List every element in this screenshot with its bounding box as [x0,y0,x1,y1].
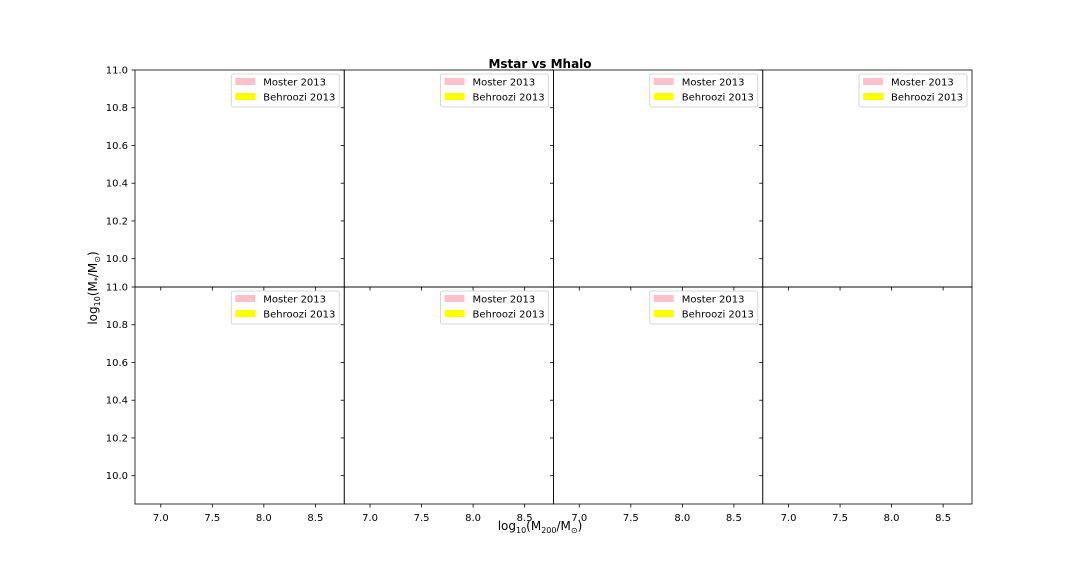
legend-swatch [653,295,674,302]
x-tick-label: 8.0 [884,513,900,524]
legend-frame [649,290,759,325]
legend-swatch [444,295,465,302]
x-tick-label: 7.5 [623,513,639,524]
legend-swatch [444,93,465,100]
legend-swatch [653,310,674,317]
legend-swatch [235,78,256,85]
y-tick-label: 10.4 [106,179,128,190]
panel-5: 7.0 7.5 8.0 8.5 10.0 10.2 10.4 10.6 10.8 11.0 Most… [106,283,345,524]
legend-swatch [653,93,674,100]
legend: Moster 2013 Behroozi 2013 [649,290,759,325]
panel-frame [762,286,973,505]
x-tick-label: 7.0 [571,513,587,524]
legend-label: Moster 2013 [682,78,745,89]
legend-swatch [653,78,674,85]
y-tick-label: 10.4 [106,396,128,407]
legend-label: Behroozi 2013 [473,310,545,321]
x-tick-label: 7.0 [781,513,797,524]
legend-swatch [235,295,256,302]
chart-title: Mstar vs Mhalo [488,57,591,71]
legend-swatch [235,93,256,100]
panel-3: Moster 2013 Behroozi 2013 [550,69,764,291]
panel-6: 7.0 7.5 8.0 8.5 Moster 2013 Behroozi 2013 [340,286,554,524]
x-tick-label: 8.0 [465,513,481,524]
legend-swatch [235,310,256,317]
legend: Moster 2013 Behroozi 2013 [649,73,759,108]
legend-swatch [444,310,465,317]
y-tick-label: 10.0 [106,254,128,265]
panel-4: Moster 2013 Behroozi 2013 [759,69,973,291]
y-tick-label: 10.6 [106,358,128,369]
x-tick-label: 7.0 [362,513,378,524]
legend-frame [230,73,340,108]
x-tick-label: 7.5 [204,513,220,524]
legend-label: Moster 2013 [263,78,326,89]
y-tick-label: 10.2 [106,433,128,444]
x-tick-label: 7.0 [153,513,169,524]
legend-label: Behroozi 2013 [682,310,754,321]
legend-label: Behroozi 2013 [473,93,545,104]
panel-grid: 10.0 10.2 10.4 10.6 10.8 11.0 Moster 2013 Behro… [106,66,973,524]
legend-frame [440,290,549,325]
panel-8: 7.0 7.5 8.0 8.5 [759,286,973,524]
panel-1: 10.0 10.2 10.4 10.6 10.8 11.0 Moster 2013 Behro… [106,66,345,291]
legend: Moster 2013 Behroozi 2013 [858,73,968,108]
x-axis-label: log10(M200/M⊙) [498,519,583,535]
y-tick-label: 10.8 [106,103,128,114]
legend-frame [649,73,759,108]
x-tick-label: 8.5 [517,513,533,524]
legend: Moster 2013 Behroozi 2013 [230,73,340,108]
legend-swatch [444,78,465,85]
legend-frame [858,73,968,108]
y-tick-label: 10.2 [106,216,128,227]
legend-frame [230,290,340,325]
legend-swatch [863,93,883,100]
x-tick-label: 7.5 [414,513,430,524]
legend-label: Moster 2013 [473,295,536,306]
x-tick-label: 8.0 [256,513,272,524]
panel-2: Moster 2013 Behroozi 2013 [340,69,554,291]
x-tick-label: 8.5 [307,513,323,524]
legend: Moster 2013 Behroozi 2013 [230,290,340,325]
x-tick-label: 8.5 [935,513,951,524]
legend-label: Behroozi 2013 [263,93,335,104]
y-axis-label: log10(M*/M⊙) [86,251,102,324]
x-tick-label: 8.0 [674,513,690,524]
y-tick-label: 11.0 [106,66,128,77]
x-tick-label: 7.5 [832,513,848,524]
legend-label: Moster 2013 [682,295,745,306]
legend: Moster 2013 Behroozi 2013 [440,73,549,108]
legend-label: Moster 2013 [891,78,954,89]
y-tick-label: 10.8 [106,320,128,331]
y-tick-label: 10.6 [106,141,128,152]
legend-label: Behroozi 2013 [263,310,335,321]
legend-label: Behroozi 2013 [891,93,963,104]
panel-7: 7.0 7.5 8.0 8.5 Moster 2013 Behroozi 2013 [550,286,764,524]
legend-label: Behroozi 2013 [682,93,754,104]
legend: Moster 2013 Behroozi 2013 [440,290,549,325]
x-tick-label: 8.5 [726,513,742,524]
legend-label: Moster 2013 [263,295,326,306]
y-tick-label: 10.0 [106,471,128,482]
legend-frame [440,73,549,108]
y-tick-label: 11.0 [106,283,128,294]
legend-label: Moster 2013 [473,78,536,89]
legend-swatch [863,78,883,85]
